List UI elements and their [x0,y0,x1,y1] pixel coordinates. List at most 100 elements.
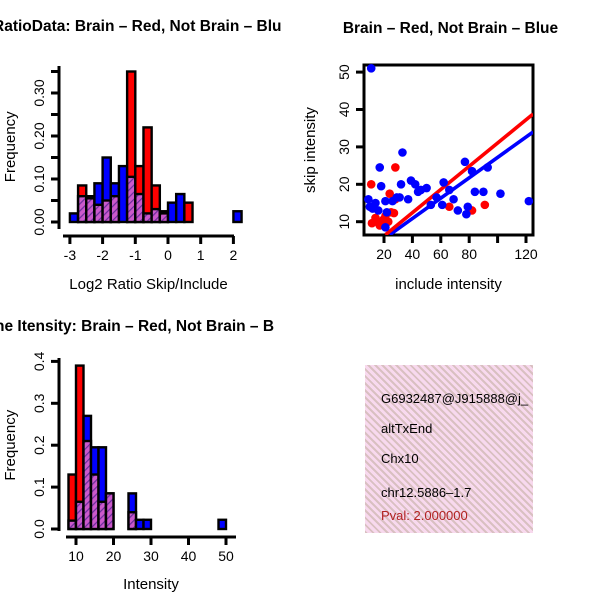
pval-text: Pval: 2.000000 [381,508,468,523]
info-line: altTxEnd [381,421,433,436]
hist-bar-overlap [142,212,153,224]
x-tick-label: 2 [230,247,238,263]
ratio-histogram-panel: RatioData: Brain – Red, Not Brain – Blu 0… [0,0,300,300]
chart-title: ne Itensity: Brain – Red, Not Brain – B [0,318,274,335]
y-tick-label: 0.00 [31,208,47,235]
not-brain-point [410,180,420,189]
intensity-scatter-panel: Brain – Red, Not Brain – Blue 20 40 60 80 120… [300,0,600,300]
not-brain-point [364,194,373,204]
hist-bar [183,201,194,224]
x-tick-label: 1 [197,247,205,263]
gene-intensity-histogram-chart: ne Itensity: Brain – Red, Not Brain – B 0… [0,318,274,593]
hist-bar-overlap [101,199,112,224]
x-tick-label: 0 [164,247,172,263]
hist-bar [232,210,243,224]
not-brain-point [496,189,505,198]
gene-intensity-histogram-panel: ne Itensity: Brain – Red, Not Brain – B 0… [0,300,300,600]
brain-point [480,200,490,210]
brain-point [385,189,394,198]
fit-lines [384,112,533,235]
hist-bar [142,126,153,224]
not-brain-point [375,163,385,172]
plot-box [362,63,535,237]
not-brain-point [422,183,431,193]
not-brain-point [463,202,473,212]
not-brain-point [453,206,463,215]
y-tick-label: 0.3 [31,393,47,413]
x-tick-label: -2 [96,247,109,263]
not-brain-point [381,196,390,206]
y-tick-label: 0.10 [31,165,47,192]
chart-title: RatioData: Brain – Red, Not Brain – Blu [0,18,282,35]
x-tick-label: 120 [514,246,538,262]
y-tick-label: 0.1 [31,477,47,497]
y-tick-label: 20 [336,176,352,192]
y-tick-label: 40 [336,102,352,118]
y-axis-title: skip intensity [302,107,319,193]
info-line: chr12.5886–1.7 [381,485,472,500]
x-tick-label: 40 [181,548,197,564]
not-brain-point [467,166,477,176]
not-brain-point [403,194,413,204]
not-brain-point [366,64,376,73]
not-brain-point [479,187,488,197]
y-tick-label: 30 [336,139,352,155]
x-tick-label: 20 [106,548,122,564]
brain-point [391,163,400,172]
not-brain-point [437,200,447,210]
brain-point [366,180,376,189]
y-tick-label: 0.0 [31,519,47,539]
x-tick-label: 20 [376,246,392,262]
y-tick-label: 10 [336,214,352,230]
not-brain-point [398,148,407,157]
x-tick-label: 60 [433,246,449,262]
brain-point [367,218,377,228]
x-tick-label: 10 [68,548,84,564]
hist-bar-overlap [76,194,88,224]
info-line: G6932487@J915888@j_ [381,391,529,406]
not-brain-point [462,209,471,219]
event-info-box: G6932487@J915888@j_ altTxEnd Chx10 chr12.58… [365,365,533,533]
not-brain-point [376,181,386,191]
x-tick-label: 40 [405,246,421,262]
y-axis-title: Frequency [2,111,19,182]
brain-fit [384,112,533,235]
x-axis-title: Intensity [123,576,179,593]
not-brain-point [374,206,383,215]
hist-bar [117,164,129,224]
intensity-scatter-chart: Brain – Red, Not Brain – Blue 20 40 60 80 120… [302,20,559,293]
hist-bar [142,518,153,531]
hist-bar-overlap [109,194,121,224]
brain-point [389,208,399,218]
hist-bar-overlap [125,175,137,224]
hist-bar-overlap [104,492,115,531]
not-brain-point [460,157,470,167]
x-tick-label: 30 [143,548,159,564]
not-brain-point [470,187,480,197]
hist-bar-overlap [134,192,145,224]
ratio-histogram-chart: RatioData: Brain – Red, Not Brain – Blu 0… [0,18,282,293]
not-brain-point [439,178,448,187]
hist-bar-overlap [150,207,162,224]
event-info-panel: G6932487@J915888@j_ altTxEnd Chx10 chr12.58… [300,300,600,600]
brain-point [445,202,454,212]
hist-bar [174,192,186,224]
hist-bar-overlap [158,212,170,224]
hist-bar [217,518,228,531]
not-brain-point [381,223,390,232]
y-axis-title: Frequency [2,409,19,480]
x-tick-label: 80 [461,246,477,262]
not-brain-point [483,163,492,172]
not-brain-point [426,200,436,210]
x-tick-label: 50 [218,548,234,564]
not-brain-point [445,185,454,195]
info-line: Chx10 [381,451,419,466]
not-brain-point [449,194,458,204]
y-tick-label: 50 [336,64,352,80]
x-tick-label: -1 [129,247,142,263]
x-axis-title: include intensity [395,276,502,293]
x-tick-label: -3 [64,247,77,263]
hist-bar [68,212,80,224]
y-tick-label: 0.2 [31,435,47,455]
hist-bar-overlap [85,197,96,224]
